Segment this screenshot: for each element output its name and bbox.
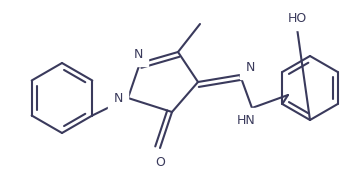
Text: HN: HN (237, 114, 256, 126)
Text: N: N (133, 47, 143, 61)
Text: O: O (155, 155, 165, 169)
Text: HO: HO (287, 12, 307, 24)
Text: N: N (113, 93, 123, 105)
Text: N: N (245, 61, 255, 73)
